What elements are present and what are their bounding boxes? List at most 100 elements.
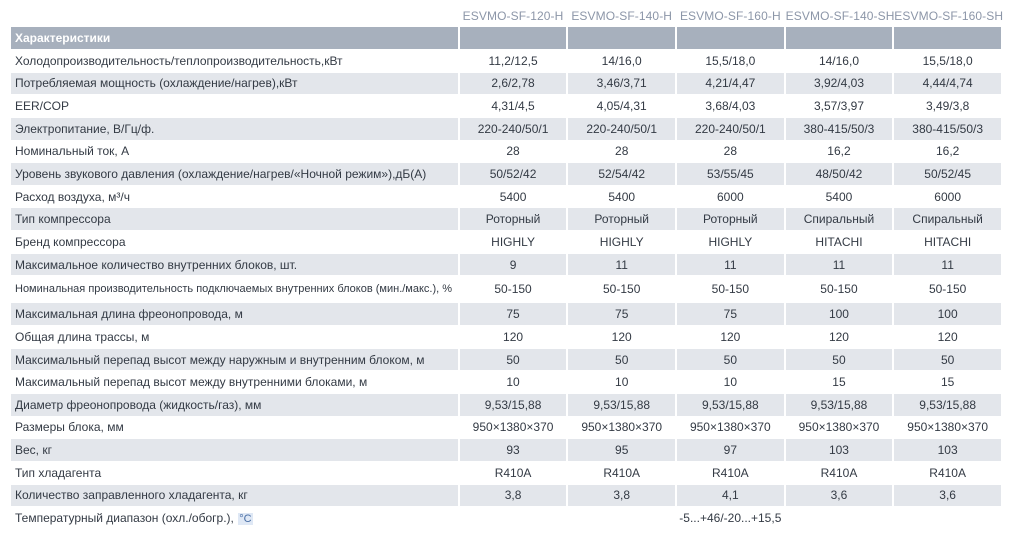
- row-label: Максимальная длина фреонопровода, м: [11, 302, 458, 326]
- row-value: 28: [677, 139, 784, 163]
- section-title-cell: [785, 27, 893, 49]
- table-row: Максимальный перепад высот между наружны…: [11, 347, 1001, 371]
- row-value: 4,44/4,74: [894, 71, 1001, 95]
- row-value: 120: [785, 325, 893, 348]
- row-value: 3,6: [894, 483, 1001, 507]
- row-value: Роторный: [677, 207, 784, 231]
- temperature-label-text: Температурный диапазон (охл./обогр.),: [15, 510, 234, 525]
- table-row: Вес, кг 93 95 97 103 103: [11, 438, 1001, 461]
- table-row: Бренд компрессора HIGHLY HIGHLY HIGHLY HITAC…: [11, 230, 1001, 253]
- row-label: Общая длина трассы, м: [11, 325, 458, 348]
- row-value: 50: [459, 347, 567, 371]
- row-value: 50-150: [785, 275, 893, 303]
- row-value: 10: [677, 370, 784, 393]
- row-value: 5400: [785, 184, 893, 208]
- row-value: 9: [459, 252, 567, 276]
- table-row: Количество заправленного хладагента, кг 3…: [11, 483, 1001, 507]
- row-value: 4,1: [677, 483, 784, 507]
- model-header-blank: [11, 5, 458, 27]
- section-title-row: Характеристики: [11, 27, 1001, 49]
- row-label: Максимальный перепад высот между внутрен…: [11, 370, 458, 393]
- table-row: Расход воздуха, м³/ч 5400 5400 6000 5400 6000: [11, 184, 1001, 208]
- temperature-range-value: -5...+46/-20...+15,5: [677, 506, 784, 529]
- model-header-row: ESVMO-SF-120-H ESVMO-SF-140-H ESVMO-SF-1…: [11, 5, 1003, 27]
- table-row: Размеры блока, мм 950×1380×370 950×1380×37…: [11, 415, 1001, 439]
- row-value: 100: [894, 302, 1001, 326]
- section-title-cell: [459, 27, 567, 49]
- table-row: Холодопроизводительность/теплопроизводит…: [11, 49, 1001, 72]
- row-value: Роторный: [459, 207, 567, 231]
- row-value: 950×1380×370: [894, 415, 1001, 439]
- row-value: 50/52/45: [894, 162, 1001, 185]
- table-row: Диаметр фреонопровода (жидкость/газ), мм…: [11, 392, 1001, 416]
- row-value: HITACHI: [785, 230, 893, 253]
- row-value: Роторный: [568, 207, 676, 231]
- row-value: 11: [568, 252, 676, 276]
- table-row: Максимальный перепад высот между внутрен…: [11, 370, 1001, 393]
- row-value: 10: [568, 370, 676, 393]
- row-value: 93: [459, 438, 567, 461]
- row-value: 3,68/4,03: [677, 94, 784, 117]
- row-value: 15: [894, 370, 1001, 393]
- row-value: 50: [568, 347, 676, 371]
- row-value: 3,92/4,03: [785, 71, 893, 95]
- row-value: 50-150: [677, 275, 784, 303]
- row-value: 3,49/3,8: [894, 94, 1001, 117]
- table-row: Номинальный ток, А 28 28 28 16,2 16,2: [11, 139, 1001, 163]
- table-row: Максимальное количество внутренних блоко…: [11, 252, 1001, 276]
- row-value: HIGHLY: [568, 230, 676, 253]
- row-value: 50: [894, 347, 1001, 371]
- row-label: Температурный диапазон (охл./обогр.), °С: [11, 506, 458, 529]
- row-value: 9,53/15,88: [459, 392, 567, 416]
- table-row: Тип хладагента R410A R410A R410A R410A R410A: [11, 460, 1001, 484]
- row-value: 3,8: [459, 483, 567, 507]
- row-label: Расход воздуха, м³/ч: [11, 184, 458, 208]
- table-row: Уровень звукового давления (охлаждение/н…: [11, 162, 1001, 185]
- row-value: 16,2: [894, 139, 1001, 163]
- row-value: 50/52/42: [459, 162, 567, 185]
- row-value: 3,57/3,97: [785, 94, 893, 117]
- row-value: 220-240/50/1: [677, 116, 784, 140]
- row-value: R410A: [785, 460, 893, 484]
- row-value: 16,2: [785, 139, 893, 163]
- row-label: Максимальное количество внутренних блоко…: [11, 252, 458, 276]
- row-value: 48/50/42: [785, 162, 893, 185]
- celsius-unit: °С: [238, 512, 253, 525]
- row-label: Уровень звукового давления (охлаждение/н…: [11, 162, 458, 185]
- table-row: Общая длина трассы, м 120 120 120 120 120: [11, 325, 1001, 348]
- row-value: 11: [785, 252, 893, 276]
- row-value: 95: [568, 438, 676, 461]
- row-value: 50: [677, 347, 784, 371]
- row-label: Диаметр фреонопровода (жидкость/газ), мм: [11, 392, 458, 416]
- row-value: 50: [785, 347, 893, 371]
- table-row: Потребляемая мощность (охлаждение/нагрев…: [11, 71, 1001, 95]
- section-title-cell: [568, 27, 676, 49]
- row-value: 3,8: [568, 483, 676, 507]
- row-value: R410A: [459, 460, 567, 484]
- row-label: Номинальная производительность подключае…: [11, 275, 458, 303]
- row-value: Спиральный: [785, 207, 893, 231]
- row-value: 103: [894, 438, 1001, 461]
- row-value: HITACHI: [894, 230, 1001, 253]
- table-row-temperature: Температурный диапазон (охл./обогр.), °С…: [11, 506, 1001, 529]
- row-value: 14/16,0: [568, 49, 676, 72]
- empty-cell: [785, 506, 893, 529]
- row-label: Холодопроизводительность/теплопроизводит…: [11, 49, 458, 72]
- row-label: Количество заправленного хладагента, кг: [11, 483, 458, 507]
- model-name: ESVMO-SF-120-H: [462, 9, 564, 23]
- row-value: 11: [677, 252, 784, 276]
- row-value: R410A: [677, 460, 784, 484]
- row-value: 97: [677, 438, 784, 461]
- empty-cell: [568, 506, 676, 529]
- row-value: 15,5/18,0: [894, 49, 1001, 72]
- row-value: 120: [459, 325, 567, 348]
- row-label: Вес, кг: [11, 438, 458, 461]
- row-value: 50-150: [894, 275, 1001, 303]
- row-value: R410A: [568, 460, 676, 484]
- row-label: Бренд компрессора: [11, 230, 458, 253]
- row-label: Номинальный ток, А: [11, 139, 458, 163]
- row-value: 52/54/42: [568, 162, 676, 185]
- row-value: 28: [568, 139, 676, 163]
- row-value: 9,53/15,88: [785, 392, 893, 416]
